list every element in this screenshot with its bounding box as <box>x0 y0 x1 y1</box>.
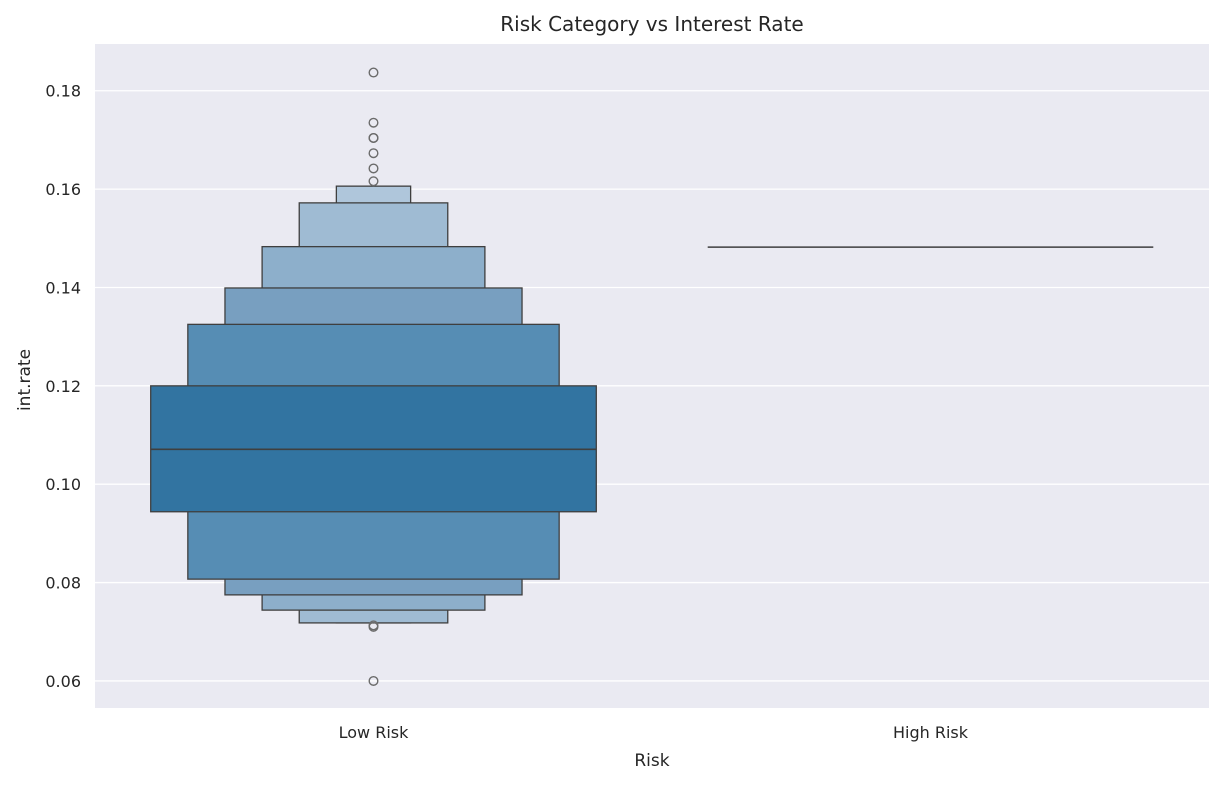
y-tick-label: 0.12 <box>45 377 81 396</box>
y-axis-label: int.rate <box>15 349 35 411</box>
x-tick-labels: Low Risk High Risk <box>339 723 969 742</box>
outlier-point <box>368 176 379 187</box>
boxes <box>150 185 1154 624</box>
outlier-point <box>368 621 379 632</box>
outlier-point <box>368 675 379 686</box>
y-tick-label: 0.10 <box>45 475 81 494</box>
x-tick-label: High Risk <box>893 723 969 742</box>
chart-title: Risk Category vs Interest Rate <box>500 12 803 36</box>
y-tick-label: 0.18 <box>45 82 81 101</box>
x-axis-label: Risk <box>634 751 669 771</box>
outlier-point <box>368 132 379 143</box>
x-tick-label: Low Risk <box>339 723 409 742</box>
y-tick-label: 0.06 <box>45 672 81 691</box>
outlier-point <box>368 148 379 159</box>
outlier-point <box>368 67 379 78</box>
outlier-point <box>368 163 379 174</box>
outlier-point <box>368 117 379 128</box>
outliers <box>368 67 379 686</box>
y-tick-labels: 0.06 0.08 0.10 0.12 0.14 0.16 0.18 <box>45 82 81 691</box>
y-tick-label: 0.08 <box>45 574 81 593</box>
y-tick-label: 0.16 <box>45 180 81 199</box>
y-tick-label: 0.14 <box>45 278 81 297</box>
